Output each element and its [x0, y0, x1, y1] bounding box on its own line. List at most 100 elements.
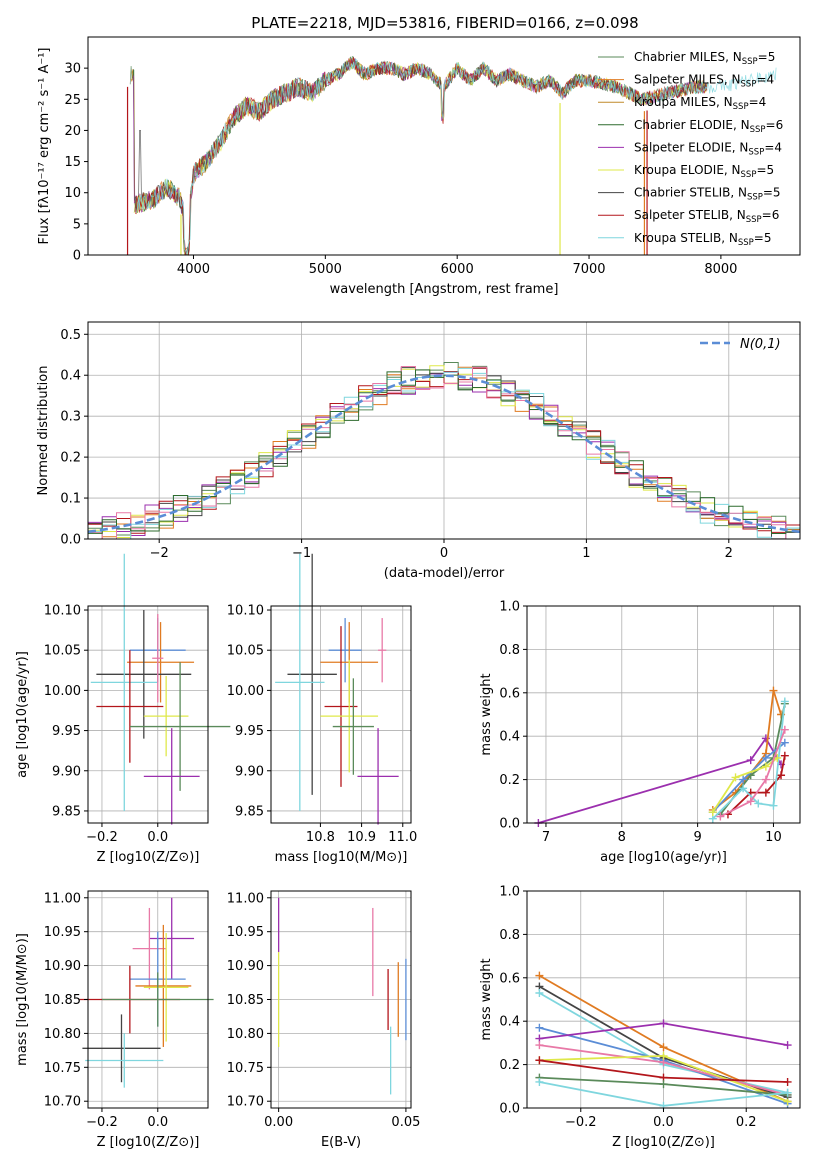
- y-tick-label: 0.6: [499, 971, 520, 986]
- weight-point-marker: [780, 751, 789, 760]
- spectrum-line: [135, 57, 708, 256]
- weight-point-marker: [708, 808, 717, 817]
- axes-frame: [87, 36, 801, 256]
- normal-reference-curve: [87, 374, 801, 534]
- x-tick-label: 6000: [441, 262, 474, 277]
- weight-series-line: [712, 741, 786, 813]
- legend-label: Kroupa MILES, NSSP=4: [634, 95, 766, 112]
- legend-label: Kroupa STELIB, NSSP=5: [634, 231, 772, 248]
- legend-label: Salpeter STELIB, NSSP=6: [634, 208, 779, 225]
- y-tick-label: 0.4: [499, 1015, 520, 1030]
- weight-point-marker: [769, 686, 778, 695]
- y-tick-label: 10.90: [227, 959, 264, 974]
- weight-point-marker: [761, 753, 770, 762]
- y-tick-label: 0.0: [499, 817, 520, 832]
- y-tick-label: 15: [64, 155, 81, 170]
- x-axis-label: Z [log10(Z/Z⊙)]: [97, 1135, 200, 1150]
- y-tick-label: 1.0: [499, 600, 520, 615]
- x-tick-label: 7000: [572, 262, 605, 277]
- frame-mass_vs_Z: −0.2 0.0 10.70 10.75 10.80 10.85 10.90 10.95 11.…: [44, 890, 209, 1130]
- y-axis-label: mass [log10(M/M⊙)]: [15, 933, 30, 1066]
- y-tick-label: 0.1: [60, 492, 81, 507]
- axes-weight_vs_age: [527, 605, 800, 827]
- y-tick-label: 10.70: [227, 1095, 264, 1110]
- x-axis-label: Z [log10(Z/Z⊙)]: [97, 850, 200, 865]
- y-axis-label: Flux [fλ10⁻¹⁷ erg cm⁻² s⁻¹ A⁻¹]: [37, 48, 52, 245]
- y-tick-label: 0.2: [499, 1058, 520, 1073]
- plot-area-age_vs_Z: [90, 553, 231, 825]
- weight-point-marker: [731, 773, 740, 782]
- x-tick-label: 0: [440, 546, 448, 561]
- legend-label: Chabrier ELODIE, NSSP=6: [634, 118, 783, 135]
- plot-area-weight_vs_Z: [535, 971, 792, 1110]
- x-tick-label: 7: [542, 830, 550, 845]
- y-tick-label: 0.6: [499, 686, 520, 701]
- x-axis-label: (data-model)/error: [384, 566, 505, 581]
- x-axis-label: Z [log10(Z/Z⊙)]: [612, 1135, 715, 1150]
- frame-weight_vs_age: 7 8 9 10 0.0 0.2 0.4 0.6 0.8 1.0: [499, 600, 801, 845]
- axes-frame: [526, 605, 801, 824]
- x-tick-label: 0.2: [736, 1115, 757, 1130]
- y-tick-label: 10.10: [227, 604, 264, 619]
- y-tick-label: 10.80: [44, 1027, 81, 1042]
- y-tick-label: 10.70: [44, 1095, 81, 1110]
- y-tick-label: 10.75: [227, 1061, 264, 1076]
- axes-frame: [87, 605, 209, 824]
- y-tick-label: 0.3: [60, 410, 81, 425]
- axes-spectrum: [126, 56, 777, 257]
- x-tick-label: 4000: [177, 262, 210, 277]
- plot-area-residuals: [87, 362, 801, 540]
- x-tick-label: 1: [582, 546, 590, 561]
- y-tick-label: 0.0: [60, 533, 81, 548]
- x-axis-label: mass [log10(M/M⊙)]: [275, 850, 408, 865]
- y-tick-label: 10.05: [44, 644, 81, 659]
- x-tick-label: 0.0: [147, 830, 168, 845]
- plot-area-age_vs_mass: [275, 553, 399, 825]
- weight-point-marker: [659, 1080, 668, 1089]
- weight-point-marker: [746, 797, 755, 806]
- x-tick-label: 0.00: [264, 1115, 293, 1130]
- plot-area-mass_vs_ebv: [277, 897, 407, 1095]
- y-tick-label: 9.90: [52, 764, 81, 779]
- y-tick-label: 0.2: [499, 773, 520, 788]
- y-tick-label: 30: [64, 62, 81, 77]
- weight-point-marker: [659, 1043, 668, 1052]
- y-tick-label: 10: [64, 186, 81, 201]
- weight-point-marker: [761, 775, 770, 784]
- frame-weight_vs_Z: −0.2 0.0 0.2 0.0 0.2 0.4 0.6 0.8 1.0: [499, 885, 801, 1130]
- frame-age_vs_Z: −0.2 0.0 9.85 9.90 9.95 10.00 10.05 10.10: [44, 604, 209, 845]
- weight-point-marker: [716, 812, 725, 821]
- frame-age_vs_mass: 10.8 10.9 11.0 9.85 9.90 9.95 10.00 10.05 10.10: [227, 604, 417, 845]
- legend-label: Chabrier STELIB, NSSP=5: [634, 186, 781, 203]
- weight-point-marker: [535, 1041, 544, 1050]
- y-tick-label: 0: [73, 249, 81, 264]
- weight-point-marker: [769, 801, 778, 810]
- y-axis-label: mass weight: [479, 673, 494, 755]
- weight-point-marker: [780, 738, 789, 747]
- weight-point-marker: [754, 799, 763, 808]
- y-tick-label: 9.95: [235, 724, 264, 739]
- weight-point-marker: [535, 971, 544, 980]
- x-axis-label: wavelength [Angstrom, rest frame]: [330, 282, 559, 297]
- weight-point-marker: [777, 771, 786, 780]
- x-tick-label: 0.05: [391, 1115, 420, 1130]
- y-tick-label: 11.00: [44, 891, 81, 906]
- weight-point-marker: [780, 697, 789, 706]
- spectrum-line: [136, 58, 777, 256]
- plot-area-weight_vs_age: [534, 686, 789, 827]
- y-tick-label: 10.95: [227, 925, 264, 940]
- y-tick-label: 10.00: [44, 684, 81, 699]
- legend-label: Kroupa ELODIE, NSSP=5: [634, 163, 774, 180]
- weight-point-marker: [746, 756, 755, 765]
- weight-point-marker: [535, 1056, 544, 1065]
- axes-weight_vs_Z: [527, 890, 800, 1110]
- y-tick-label: 0.5: [60, 328, 81, 343]
- y-tick-label: 10.90: [44, 959, 81, 974]
- y-tick-label: 10.00: [227, 684, 264, 699]
- y-tick-label: 10.75: [44, 1061, 81, 1076]
- weight-point-marker: [535, 1077, 544, 1086]
- histogram-series: [88, 367, 800, 534]
- y-tick-label: 0.4: [60, 369, 81, 384]
- x-tick-label: 9: [693, 830, 701, 845]
